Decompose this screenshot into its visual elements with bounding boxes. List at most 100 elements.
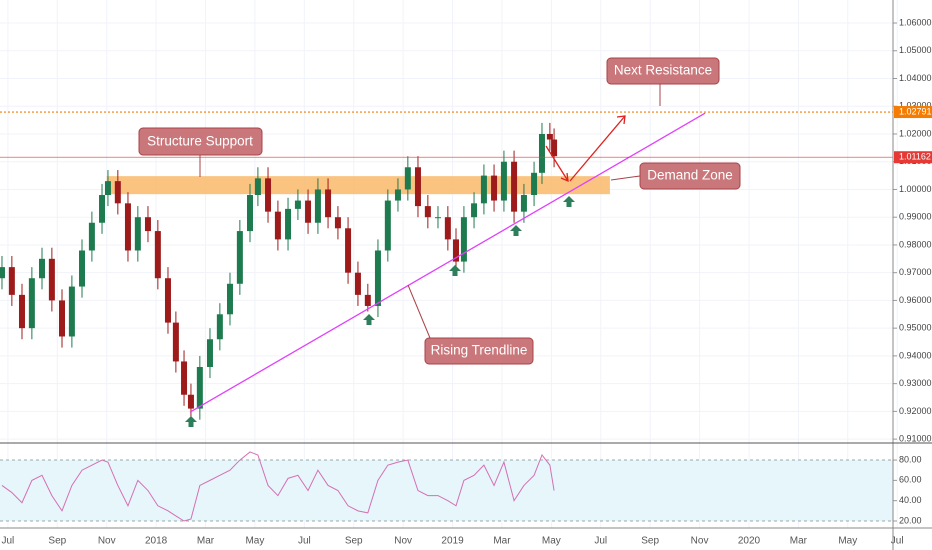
x-tick-label: May — [542, 536, 561, 547]
candle-body — [424, 206, 431, 218]
price-tag — [894, 106, 932, 119]
candle-body — [254, 178, 261, 196]
candle-body — [18, 294, 25, 329]
candle-body — [444, 217, 451, 240]
y-tick-label: 0.95000 — [899, 323, 932, 333]
y-tick-label: 1.00000 — [899, 184, 932, 194]
price-tag — [894, 151, 932, 164]
candle-body — [104, 181, 111, 196]
candle-body — [134, 217, 141, 251]
y-tick-label: 0.92000 — [899, 406, 932, 416]
callout-label: Rising Trendline — [431, 343, 528, 358]
candle-body — [538, 133, 545, 173]
candle-body — [8, 267, 15, 295]
candle-body — [172, 322, 179, 362]
candle-body — [28, 278, 35, 329]
y-tick-label: 60.00 — [899, 475, 922, 485]
candle-body — [294, 200, 301, 209]
candle-body — [460, 217, 467, 262]
x-tick-label: Sep — [641, 536, 659, 547]
candle-body — [226, 283, 233, 315]
x-tick-label: May — [838, 536, 857, 547]
candle-body — [181, 361, 188, 395]
candle-body — [154, 231, 161, 279]
candle-body — [196, 366, 203, 409]
callout-label: Next Resistance — [614, 63, 712, 78]
candle-body — [246, 195, 253, 232]
candle-body — [453, 239, 460, 262]
candle-body — [314, 189, 321, 223]
x-tick-label: Jul — [594, 536, 607, 547]
x-tick-label: Nov — [691, 536, 709, 547]
candle-body — [305, 200, 312, 223]
projection-arrows — [545, 115, 626, 183]
candle-body — [364, 294, 371, 306]
candle-body — [236, 231, 243, 284]
candle-body — [48, 258, 55, 301]
callouts — [138, 57, 741, 365]
price-tag-label: 1.02791 — [899, 106, 932, 116]
x-tick-label: Nov — [394, 536, 412, 547]
x-tick-label: Jul — [298, 536, 311, 547]
candle-body — [480, 175, 487, 204]
candle-body — [59, 300, 66, 337]
price-tag-label: 1.01162 — [899, 152, 931, 162]
x-tick-label: Mar — [790, 536, 808, 547]
y-tick-label: 0.96000 — [899, 295, 932, 305]
callout-label: Structure Support — [147, 134, 253, 149]
x-tick-label: 2020 — [738, 536, 761, 547]
candle-body — [374, 250, 381, 306]
y-tick-label: 0.94000 — [899, 350, 932, 360]
x-tick-label: Sep — [48, 536, 66, 547]
x-tick-label: May — [245, 536, 264, 547]
trendline — [189, 112, 706, 413]
candle-body — [414, 167, 421, 207]
candle-body — [88, 222, 95, 251]
x-tick-label: Jul — [891, 536, 904, 547]
x-tick-label: 2018 — [145, 536, 168, 547]
candle-body — [144, 217, 151, 232]
callout-label: Demand Zone — [647, 168, 733, 183]
candle-body — [404, 167, 411, 190]
candle-body — [531, 172, 538, 196]
candle-body — [285, 208, 292, 240]
candle-body — [434, 217, 441, 219]
candle-body — [114, 181, 121, 204]
y-tick-label: 1.02000 — [899, 128, 932, 138]
candle-body — [325, 189, 332, 218]
y-tick-label: 40.00 — [899, 495, 922, 505]
x-tick-label: Jul — [2, 536, 15, 547]
candle-body — [79, 250, 86, 287]
candle-body — [551, 139, 558, 157]
candle-body — [99, 195, 106, 223]
candle-body — [124, 203, 131, 251]
y-tick-label: 80.00 — [899, 454, 922, 464]
y-tick-label: 0.97000 — [899, 267, 932, 277]
y-tick-label: 1.06000 — [899, 17, 932, 27]
candle-body — [520, 195, 527, 212]
x-tick-label: Mar — [197, 536, 215, 547]
rsi-band — [0, 460, 893, 521]
rsi-line — [1, 451, 555, 522]
candle-body — [394, 189, 401, 201]
candle-body — [206, 339, 213, 367]
candle-body — [491, 175, 498, 201]
y-tick-label: 0.98000 — [899, 239, 932, 249]
candle-body — [384, 200, 391, 251]
candle-body — [354, 272, 361, 295]
y-tick-label: 0.91000 — [899, 433, 932, 443]
y-tick-label: 1.04000 — [899, 73, 932, 83]
candle-body — [546, 133, 553, 140]
y-tick-label: 0.99000 — [899, 212, 932, 222]
candle-body — [38, 258, 45, 279]
candle-body — [68, 286, 75, 337]
candle-body — [500, 161, 507, 201]
swing-low-arrows — [185, 196, 575, 427]
candle-body — [265, 178, 272, 212]
x-tick-label: 2019 — [441, 536, 464, 547]
y-tick-label: 0.93000 — [899, 378, 932, 388]
candle-body — [334, 217, 341, 229]
candle-body — [471, 203, 478, 218]
y-tick-label: 1.03000 — [899, 101, 932, 111]
y-tick-label: 1.05000 — [899, 45, 932, 55]
